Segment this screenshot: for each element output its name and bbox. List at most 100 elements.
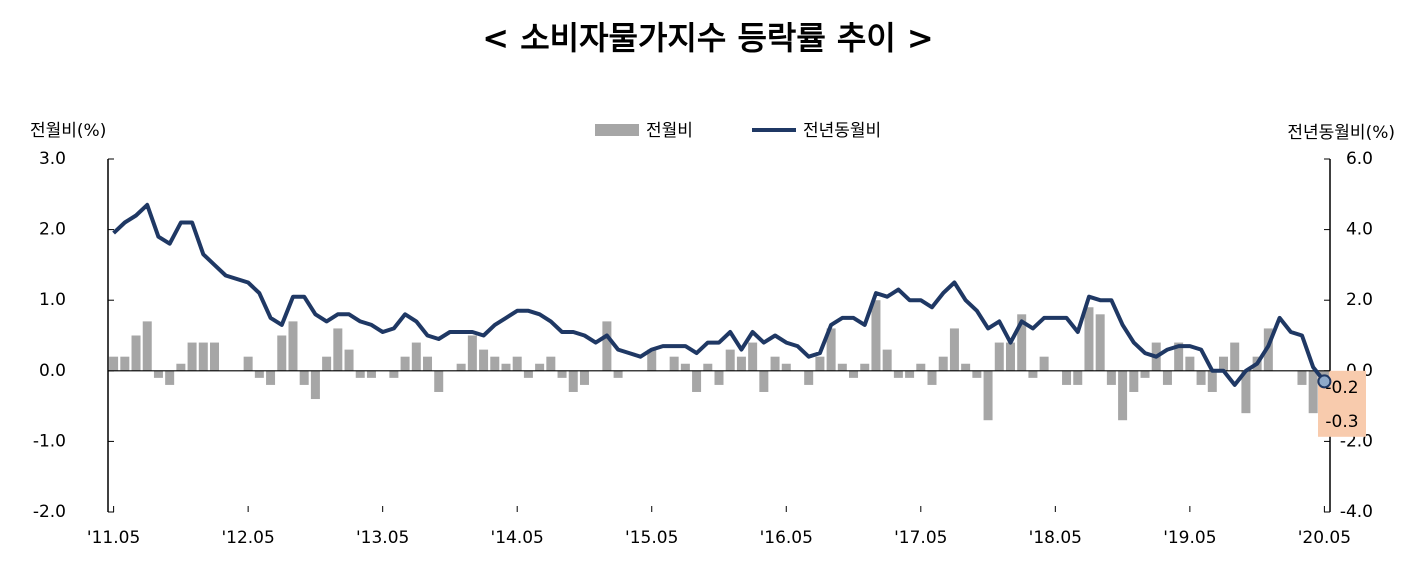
x-tick-label: '12.05 [221, 528, 274, 548]
bar [1241, 370, 1251, 414]
bar [1174, 342, 1184, 371]
x-tick-label: '15.05 [625, 528, 678, 548]
bar [288, 321, 298, 371]
bar [176, 363, 186, 371]
bar [501, 363, 511, 371]
bar [1162, 370, 1172, 385]
line-series [112, 202, 1326, 387]
bar [1095, 314, 1105, 371]
bar [333, 328, 343, 371]
y2-tick-label: -4.0 [1340, 502, 1373, 522]
bar [120, 356, 130, 371]
value-label: -0.2 [1325, 378, 1358, 398]
bar [434, 370, 444, 392]
bar [882, 349, 892, 371]
bar [1297, 370, 1307, 385]
bar [512, 356, 522, 371]
bar [366, 370, 376, 378]
bar [602, 321, 612, 371]
x-tick-label: '13.05 [356, 528, 409, 548]
bar [949, 328, 959, 371]
y-tick-label: 0.0 [39, 361, 66, 381]
bar [1185, 356, 1195, 371]
bar [109, 356, 119, 371]
bar [187, 342, 197, 371]
bar [826, 328, 836, 371]
bar [299, 370, 309, 385]
bar [1308, 370, 1318, 414]
bar [613, 370, 623, 378]
bar [1129, 370, 1139, 392]
bar [703, 363, 713, 371]
bar [344, 349, 354, 371]
bar [893, 370, 903, 378]
bar [972, 370, 982, 378]
x-tick-label: '20.05 [1298, 528, 1351, 548]
y-tick-label: 2.0 [39, 220, 66, 240]
bar [961, 363, 971, 371]
bar [423, 356, 433, 371]
bar [1039, 356, 1049, 371]
bar [243, 356, 253, 371]
y-tick-label: -2.0 [33, 502, 66, 522]
bar [680, 363, 690, 371]
legend-label: 전년동월비 [803, 121, 881, 141]
bar [1140, 370, 1150, 378]
bar [1084, 307, 1094, 371]
bar [748, 342, 758, 371]
bar [916, 363, 926, 371]
bar [389, 370, 399, 378]
bar [860, 363, 870, 371]
bar [815, 356, 825, 371]
x-tick-label: '19.05 [1163, 528, 1216, 548]
y2-axis-label: 전년동월비(%) [1287, 123, 1395, 143]
bar [692, 370, 702, 392]
bar [523, 370, 533, 378]
bar [1207, 370, 1217, 392]
chart-title: < 소비자물가지수 등락률 추이 > [482, 19, 933, 57]
y-axis-label: 전월비(%) [30, 121, 106, 141]
bar [210, 342, 220, 371]
bar [310, 370, 320, 400]
bar [714, 370, 724, 385]
bar [490, 356, 500, 371]
bar [546, 356, 556, 371]
bar [1017, 314, 1027, 371]
x-tick-label: '17.05 [894, 528, 947, 548]
x-tick-label: '18.05 [1029, 528, 1082, 548]
bar [804, 370, 814, 385]
bar [254, 370, 264, 378]
bar [759, 370, 769, 392]
bar [400, 356, 410, 371]
bar [1230, 342, 1240, 371]
bar [736, 356, 746, 371]
bar [1106, 370, 1116, 385]
bar [557, 370, 567, 378]
bar [1028, 370, 1038, 378]
bar [725, 349, 735, 371]
bar [849, 370, 859, 378]
bar [479, 349, 489, 371]
bar [770, 356, 780, 371]
bar [669, 356, 679, 371]
bar [277, 335, 287, 371]
bar [131, 335, 141, 371]
bar [142, 321, 152, 371]
bar [322, 356, 332, 371]
bar [647, 349, 657, 371]
bar [927, 370, 937, 385]
bar [781, 363, 791, 371]
bar [198, 342, 208, 371]
y2-tick-label: 4.0 [1346, 220, 1373, 240]
bar [266, 370, 276, 385]
bar [568, 370, 578, 392]
value-label: -0.3 [1325, 412, 1358, 432]
x-tick-label: '16.05 [760, 528, 813, 548]
bar [535, 363, 545, 371]
y-tick-label: -1.0 [33, 431, 66, 451]
bar [837, 363, 847, 371]
bar [467, 335, 477, 371]
legend-swatch [595, 124, 639, 136]
legend-label: 전월비 [646, 121, 693, 141]
